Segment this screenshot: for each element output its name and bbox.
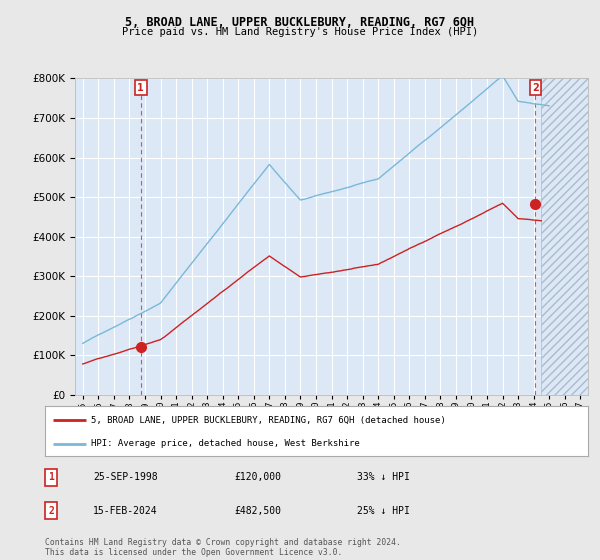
Text: 5, BROAD LANE, UPPER BUCKLEBURY, READING, RG7 6QH (detached house): 5, BROAD LANE, UPPER BUCKLEBURY, READING… <box>91 416 446 424</box>
Text: Contains HM Land Registry data © Crown copyright and database right 2024.
This d: Contains HM Land Registry data © Crown c… <box>45 538 401 557</box>
Text: Price paid vs. HM Land Registry's House Price Index (HPI): Price paid vs. HM Land Registry's House … <box>122 27 478 37</box>
Text: 2: 2 <box>48 506 54 516</box>
Bar <box>541 78 588 395</box>
Text: £482,500: £482,500 <box>234 506 281 516</box>
Text: HPI: Average price, detached house, West Berkshire: HPI: Average price, detached house, West… <box>91 439 360 449</box>
Text: 2: 2 <box>532 83 539 93</box>
Text: £120,000: £120,000 <box>234 472 281 482</box>
Text: 15-FEB-2024: 15-FEB-2024 <box>93 506 158 516</box>
Text: 25% ↓ HPI: 25% ↓ HPI <box>357 506 410 516</box>
Text: 25-SEP-1998: 25-SEP-1998 <box>93 472 158 482</box>
Text: 5, BROAD LANE, UPPER BUCKLEBURY, READING, RG7 6QH: 5, BROAD LANE, UPPER BUCKLEBURY, READING… <box>125 16 475 29</box>
Bar <box>541 78 588 395</box>
Text: 33% ↓ HPI: 33% ↓ HPI <box>357 472 410 482</box>
Text: 1: 1 <box>137 83 144 93</box>
Text: 1: 1 <box>48 472 54 482</box>
